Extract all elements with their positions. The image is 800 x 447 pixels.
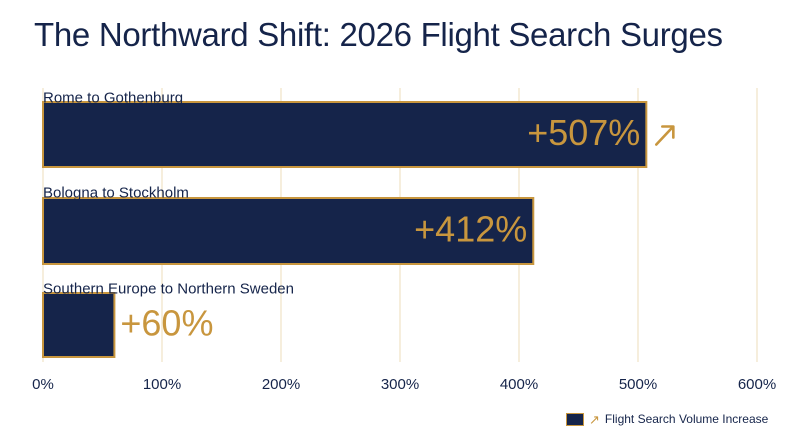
bar bbox=[42, 197, 535, 265]
x-tick-label: 500% bbox=[619, 376, 657, 393]
arrow-up-right-icon: ↗ bbox=[589, 411, 600, 427]
legend: ↗ Flight Search Volume Increase bbox=[566, 412, 768, 426]
category-label: Southern Europe to Northern Sweden bbox=[43, 280, 294, 297]
arrow-up-right-icon bbox=[655, 126, 674, 146]
category-label: Bologna to Stockholm bbox=[43, 184, 189, 201]
x-tick-label: 400% bbox=[500, 376, 538, 393]
arrow-up-right-icon-head bbox=[661, 125, 675, 139]
x-tick-label: 0% bbox=[32, 376, 54, 393]
value-label: +412% bbox=[414, 209, 527, 250]
x-tick-label: 100% bbox=[143, 376, 181, 393]
value-label: +60% bbox=[120, 303, 213, 344]
x-tick-label: 200% bbox=[262, 376, 300, 393]
category-label: Rome to Gothenburg bbox=[43, 89, 183, 106]
x-tick-label: 300% bbox=[381, 376, 419, 393]
bar bbox=[42, 101, 648, 168]
chart-title: The Northward Shift: 2026 Flight Search … bbox=[34, 16, 723, 53]
x-tick-label: 600% bbox=[738, 376, 776, 393]
bar bbox=[42, 292, 116, 358]
value-label: +507% bbox=[527, 112, 640, 153]
legend-swatch bbox=[566, 412, 584, 426]
legend-label: Flight Search Volume Increase bbox=[604, 412, 769, 426]
